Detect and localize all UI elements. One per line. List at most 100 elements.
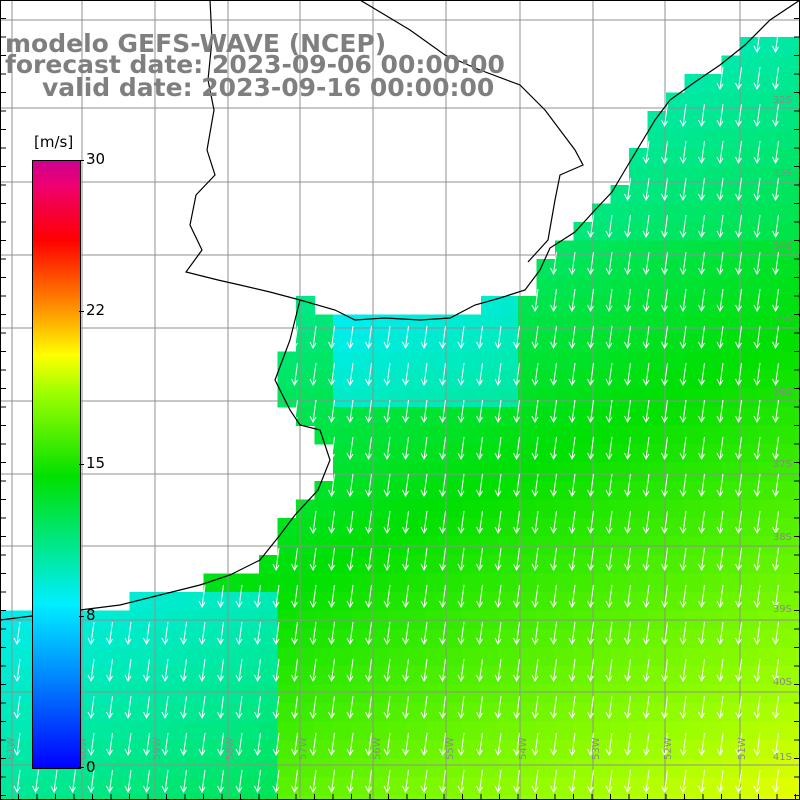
wind-arrow bbox=[346, 658, 354, 683]
wind-cell bbox=[536, 666, 556, 685]
wind-cell bbox=[407, 388, 426, 408]
wind-arrow bbox=[383, 436, 391, 461]
wind-arrow bbox=[420, 547, 428, 572]
wind-cell bbox=[240, 573, 260, 593]
wind-arrow bbox=[716, 473, 724, 498]
wind-cell bbox=[444, 481, 463, 500]
wind-cell bbox=[0, 795, 19, 800]
wind-arrow bbox=[161, 658, 169, 683]
wind-cell bbox=[388, 481, 408, 500]
wind-cell bbox=[296, 740, 315, 759]
wind-cell bbox=[740, 777, 759, 796]
wind-cell bbox=[536, 277, 556, 297]
wind-arrow bbox=[365, 436, 372, 461]
wind-cell bbox=[703, 795, 722, 800]
wind-cell bbox=[610, 740, 630, 759]
wind-cell bbox=[462, 518, 482, 537]
wind-arrow bbox=[550, 658, 557, 683]
wind-arrow bbox=[753, 473, 761, 498]
wind-arrow bbox=[476, 325, 483, 350]
wind-cell bbox=[277, 758, 297, 778]
wind-cell bbox=[629, 388, 648, 408]
wind-cell bbox=[592, 629, 611, 648]
wind-cell bbox=[222, 703, 241, 722]
wind-cell bbox=[518, 370, 537, 389]
longitude-label: 56W bbox=[372, 737, 383, 760]
wind-cell bbox=[555, 444, 574, 463]
colorbar-tick bbox=[79, 160, 84, 161]
wind-arrow bbox=[476, 732, 483, 757]
wind-arrow bbox=[346, 399, 354, 424]
wind-cell bbox=[499, 499, 519, 519]
wind-cell bbox=[111, 777, 130, 796]
wind-cell bbox=[777, 203, 796, 223]
wind-arrow bbox=[161, 621, 169, 646]
wind-arrow bbox=[309, 510, 317, 535]
wind-arrow bbox=[587, 732, 594, 757]
wind-arrow bbox=[753, 325, 761, 350]
wind-cell bbox=[351, 425, 371, 445]
wind-cell bbox=[259, 573, 278, 593]
wind-cell bbox=[721, 166, 741, 186]
wind-cell bbox=[407, 518, 426, 537]
wind-cell bbox=[536, 629, 556, 648]
wind-cell bbox=[370, 666, 389, 685]
wind-cell bbox=[277, 555, 297, 574]
wind-arrow bbox=[587, 584, 594, 609]
wind-arrow bbox=[735, 177, 742, 202]
wind-cell bbox=[481, 555, 500, 574]
wind-cell bbox=[333, 314, 352, 334]
wind-cell bbox=[647, 629, 667, 648]
wind-arrow bbox=[772, 658, 779, 683]
wind-cell bbox=[666, 314, 685, 334]
wind-cell bbox=[351, 388, 371, 408]
wind-arrow bbox=[309, 695, 317, 720]
wind-cell bbox=[610, 351, 630, 371]
wind-arrow bbox=[217, 621, 224, 646]
wind-cell bbox=[499, 370, 519, 389]
wind-cell bbox=[647, 740, 667, 759]
wind-cell bbox=[777, 666, 796, 685]
wind-cell bbox=[481, 629, 500, 648]
wind-cell bbox=[592, 388, 611, 408]
wind-cell bbox=[111, 721, 130, 741]
wind-cell bbox=[703, 259, 722, 278]
wind-cell bbox=[314, 351, 334, 371]
wind-cell bbox=[592, 277, 611, 297]
wind-cell bbox=[203, 573, 223, 593]
wind-cell bbox=[185, 666, 204, 685]
wind-arrow bbox=[180, 658, 187, 683]
wind-arrow bbox=[420, 436, 428, 461]
wind-arrow bbox=[661, 325, 668, 350]
wind-cell bbox=[333, 758, 352, 778]
latitude-label: 40S bbox=[773, 677, 792, 688]
wind-cell bbox=[647, 499, 667, 519]
wind-cell bbox=[370, 518, 389, 537]
wind-cell bbox=[610, 481, 630, 500]
wind-arrow bbox=[550, 621, 557, 646]
wind-arrow bbox=[420, 658, 428, 683]
wind-cell bbox=[333, 499, 352, 519]
wind-cell bbox=[555, 666, 574, 685]
wind-cell bbox=[629, 721, 648, 741]
wind-cell bbox=[573, 259, 593, 278]
wind-cell bbox=[481, 573, 500, 593]
wind-arrow bbox=[624, 214, 631, 239]
wind-arrow bbox=[587, 510, 594, 535]
wind-cell bbox=[129, 684, 149, 704]
wind-cell bbox=[721, 573, 741, 593]
wind-cell bbox=[203, 647, 223, 667]
wind-cell bbox=[388, 518, 408, 537]
wind-cell bbox=[703, 407, 722, 426]
wind-cell bbox=[758, 555, 778, 574]
wind-cell bbox=[721, 148, 741, 167]
wind-cell bbox=[555, 259, 574, 278]
wind-arrow bbox=[513, 584, 520, 609]
wind-cell bbox=[647, 351, 667, 371]
wind-cell bbox=[370, 388, 389, 408]
wind-arrow bbox=[753, 399, 761, 424]
wind-cell bbox=[462, 370, 482, 389]
wind-arrow bbox=[272, 732, 280, 757]
wind-cell bbox=[610, 666, 630, 685]
